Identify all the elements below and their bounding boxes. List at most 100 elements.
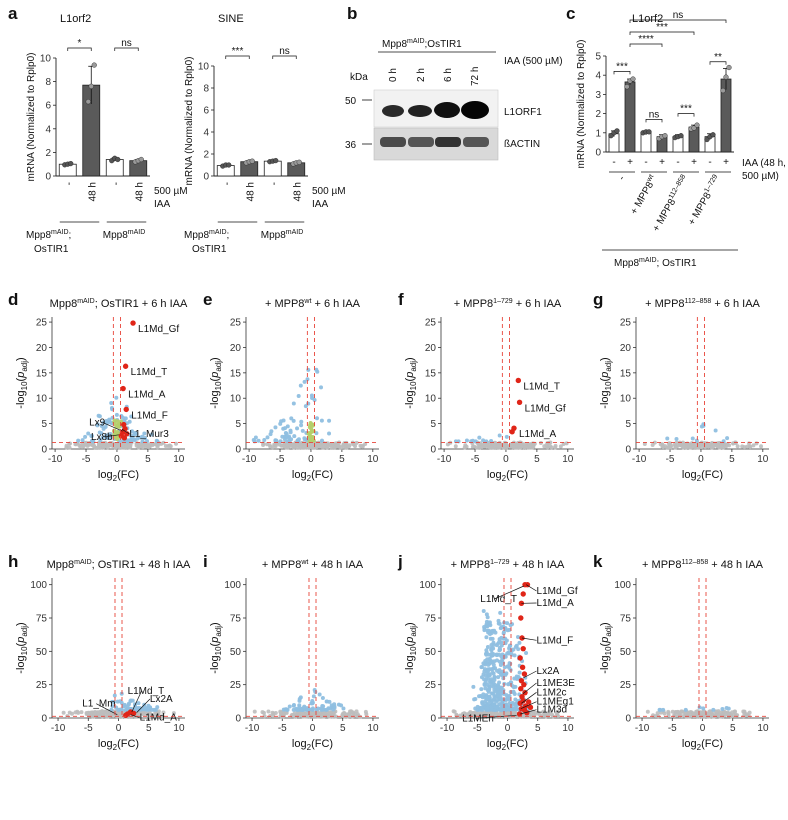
point-significant — [509, 707, 514, 712]
point-not-significant — [79, 710, 84, 715]
significance-bracket — [225, 55, 250, 59]
point-not-significant — [174, 441, 179, 446]
y-tick-label: 10 — [620, 394, 632, 405]
data-point — [710, 132, 716, 138]
point-not-significant — [561, 442, 566, 447]
point-significant — [291, 418, 296, 423]
point-not-significant — [710, 444, 715, 449]
point-significant — [477, 435, 482, 440]
blot-band-l1orf1-0h — [382, 105, 404, 117]
x-category-label: 48 h — [292, 182, 303, 201]
point-significant — [316, 706, 321, 711]
point-not-significant — [342, 710, 347, 715]
y-tick-label: 20 — [36, 343, 48, 354]
point-not-significant — [148, 441, 153, 446]
point-significant — [89, 433, 94, 438]
x-tick-label: -5 — [82, 454, 91, 465]
annotation-label: L1Md_T — [480, 594, 517, 605]
point-not-significant — [681, 442, 686, 447]
point-significant — [479, 687, 484, 692]
point-significant — [306, 367, 311, 372]
point-significant — [517, 640, 522, 645]
panel-letter-e: e — [203, 290, 212, 309]
significance-bracket — [629, 31, 695, 35]
y-tick-label: 0 — [430, 714, 436, 725]
point-not-significant — [333, 442, 338, 447]
point-significant — [110, 699, 115, 704]
point-not-significant — [670, 709, 675, 714]
genotype-label: Mpp8mAID; OsTIR1 — [614, 257, 697, 269]
y-tick-label: 0 — [625, 445, 631, 456]
point-significant — [285, 707, 290, 712]
point-significant — [497, 680, 502, 685]
point-not-significant — [293, 714, 298, 719]
point-not-significant — [666, 713, 671, 718]
point-significant — [497, 645, 502, 650]
point-significant — [155, 705, 160, 710]
x-tick-label: 5 — [339, 454, 345, 465]
point-not-significant — [474, 445, 479, 450]
point-not-significant — [483, 442, 488, 447]
point-not-significant — [669, 443, 674, 448]
point-significant — [119, 707, 124, 712]
point-significant — [319, 707, 324, 712]
point-significant — [100, 435, 105, 440]
x-tick-label: 5 — [340, 723, 346, 734]
blot-marker-50: 50 — [345, 96, 357, 107]
x-tick-label: -10 — [632, 454, 647, 465]
y-tick-label: 20 — [230, 343, 242, 354]
point-not-significant — [95, 445, 100, 450]
y-tick-label: 6 — [203, 106, 209, 117]
significance-label: *** — [680, 104, 692, 115]
point-not-significant — [327, 710, 332, 715]
y-tick-label: 4 — [45, 124, 51, 135]
y-axis-label: -log10(padj) — [209, 622, 223, 673]
y-axis-label: -log10(padj) — [404, 622, 418, 673]
point-significant — [326, 706, 331, 711]
chart-title: Mpp8mAID; OsTIR1 + 48 h IAA — [47, 559, 191, 571]
point-not-significant — [714, 709, 719, 714]
point-significant — [524, 650, 529, 655]
y-tick-label: 0 — [203, 172, 209, 183]
point-not-significant — [270, 445, 275, 450]
data-point — [726, 64, 732, 71]
point-not-significant — [700, 442, 705, 447]
point-significant — [491, 640, 496, 645]
treatment-label: 500 µM — [154, 186, 188, 197]
point-not-significant — [680, 714, 685, 719]
point-not-significant — [160, 714, 165, 719]
chart-title: + MPP8112–858 + 6 h IAA — [645, 298, 760, 310]
x-category-label: - — [111, 182, 122, 185]
y-axis-label: -log10(padj) — [404, 357, 418, 408]
annotation-label: L1MEg1 — [537, 697, 575, 708]
treatment-label-iaa: IAA — [154, 199, 170, 210]
point-not-significant — [548, 440, 553, 445]
point-not-significant — [740, 444, 745, 449]
point-significant — [725, 436, 730, 441]
point-significant — [331, 707, 336, 712]
volcano-k: + MPP8112–858 + 48 h IAA-10 -5 0 5 100255075… — [599, 559, 769, 752]
x-tick-label: 0 — [308, 454, 314, 465]
point-l1 — [517, 700, 523, 707]
x-tick-label: -5 — [276, 454, 285, 465]
group-label-1b: OsTIR1 — [34, 244, 69, 255]
point-not-significant — [509, 442, 514, 447]
point-significant — [516, 647, 521, 652]
significance-bracket — [67, 47, 92, 51]
point-highlight — [115, 430, 120, 435]
point-significant — [475, 704, 480, 709]
point-label: L1Md_T — [523, 381, 560, 392]
volcano-i: + MPP8wt + 48 h IAA-10 -5 0 5 100255075100lo… — [209, 559, 379, 752]
point-significant — [287, 704, 292, 709]
point-significant — [665, 436, 670, 441]
x-tick-label: 0 — [505, 723, 511, 734]
group-label-1: Mpp8mAID; — [184, 229, 229, 241]
x-tick-label: -5 — [84, 723, 93, 734]
point-not-significant — [523, 444, 528, 449]
treatment-label-iaa: IAA — [312, 199, 328, 210]
annotation-leader — [526, 584, 537, 592]
data-point — [723, 74, 729, 80]
y-axis-label: -log10(padj) — [599, 357, 613, 408]
data-point — [115, 156, 121, 163]
